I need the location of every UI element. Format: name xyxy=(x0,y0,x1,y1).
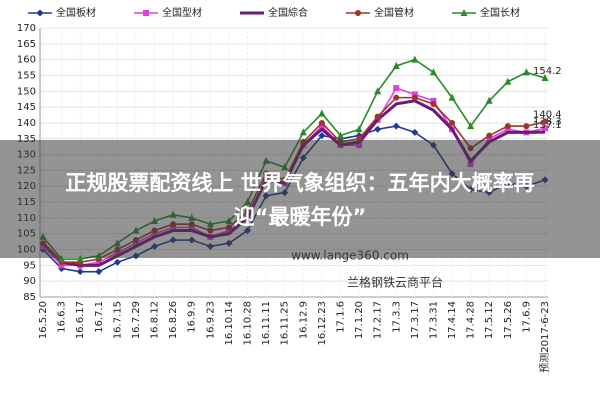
x-tick-label: 17.1.6 xyxy=(335,301,346,333)
x-tick-label: 预测2017-6-23 xyxy=(538,301,551,373)
point xyxy=(523,123,530,130)
point xyxy=(58,255,66,263)
y-tick-label: 90 xyxy=(23,276,36,287)
point xyxy=(143,10,149,16)
x-tick-label: 16.11.25 xyxy=(280,301,291,346)
point xyxy=(541,74,549,82)
legend-label: 全国綜合 xyxy=(268,6,308,19)
y-tick-label: 150 xyxy=(17,86,36,97)
x-tick-label: 17.3.17 xyxy=(410,301,421,339)
value-label: 140.4 xyxy=(533,110,562,121)
x-tick-label: 16.12.23 xyxy=(317,301,328,346)
y-tick-label: 160 xyxy=(17,55,36,66)
point xyxy=(374,125,382,133)
point xyxy=(486,132,493,139)
x-tick-label: 16.9.23 xyxy=(205,301,216,339)
point xyxy=(95,268,103,276)
x-tick-label: 16.9.9 xyxy=(187,301,198,333)
point xyxy=(486,135,493,142)
x-tick-label: 16.8.26 xyxy=(168,301,179,339)
point xyxy=(504,123,511,130)
point xyxy=(58,262,65,269)
point xyxy=(430,100,437,107)
point xyxy=(36,9,44,17)
y-tick-label: 155 xyxy=(17,70,36,81)
point xyxy=(393,94,400,101)
point xyxy=(411,55,419,63)
y-tick-label: 85 xyxy=(23,292,36,303)
x-tick-label: 17.6.9 xyxy=(521,301,532,333)
point xyxy=(504,126,511,133)
point xyxy=(318,132,326,140)
point xyxy=(504,77,512,85)
x-tick-label: 17.5.26 xyxy=(503,301,514,339)
x-tick-label: 16.7.29 xyxy=(131,301,142,339)
x-tick-label: 17.5.12 xyxy=(484,301,495,339)
point xyxy=(318,119,325,126)
point xyxy=(95,259,102,266)
headline: 正规股票配资线上 世界气象组织：五年内大概率再 xyxy=(65,171,534,195)
point xyxy=(392,122,400,130)
x-tick-label: 17.1.20 xyxy=(354,301,365,339)
x-tick-label: 17.4.28 xyxy=(466,301,477,339)
point xyxy=(393,85,400,92)
y-tick-label: 95 xyxy=(23,260,36,271)
point xyxy=(411,94,418,101)
point xyxy=(449,119,456,126)
point xyxy=(318,123,325,130)
point xyxy=(411,91,418,98)
headline: 迎“最暖年份” xyxy=(234,205,367,229)
point xyxy=(411,128,419,136)
point xyxy=(355,10,361,16)
legend-label: 全国型材 xyxy=(162,6,202,19)
x-tick-label: 16.7.15 xyxy=(112,301,123,339)
point xyxy=(374,113,381,120)
x-tick-label: 16.12.9 xyxy=(298,301,309,339)
point xyxy=(522,68,530,76)
banner xyxy=(0,140,600,258)
point xyxy=(448,93,456,101)
point xyxy=(460,9,468,16)
point xyxy=(113,258,121,266)
y-tick-label: 170 xyxy=(17,23,36,34)
x-tick-label: 16.6.17 xyxy=(75,301,86,339)
point xyxy=(76,268,84,276)
point xyxy=(336,131,344,139)
y-tick-label: 165 xyxy=(17,39,36,50)
point xyxy=(467,122,475,130)
x-tick-label: 16.11.11 xyxy=(261,301,272,346)
point xyxy=(429,68,437,76)
y-tick-label: 140 xyxy=(17,118,36,129)
legend-label: 全国管材 xyxy=(374,6,414,19)
point xyxy=(76,255,84,263)
point xyxy=(430,97,437,104)
x-tick-label: 16.6.3 xyxy=(57,301,68,333)
legend-label: 全国板材 xyxy=(56,6,96,19)
point xyxy=(485,96,493,104)
legend-label: 全国长材 xyxy=(480,6,520,19)
point xyxy=(299,128,307,136)
point xyxy=(318,109,326,117)
watermark: 兰格钢铁云商平台 xyxy=(347,275,443,290)
x-tick-label: 16.7.1 xyxy=(94,301,105,333)
point xyxy=(355,125,363,133)
x-tick-label: 17.3.31 xyxy=(428,301,439,339)
x-tick-label: 17.4.14 xyxy=(447,301,458,339)
x-tick-label: 16.8.12 xyxy=(150,301,161,339)
x-tick-label: 16.10.14 xyxy=(224,301,235,346)
point xyxy=(374,87,382,95)
point xyxy=(542,125,548,132)
value-label: 154.2 xyxy=(533,66,562,77)
value-label: 137.1 xyxy=(533,120,562,131)
x-tick-label: 17.3.3 xyxy=(391,301,402,333)
point xyxy=(392,61,400,69)
point xyxy=(542,118,548,125)
x-tick-label: 16.10.28 xyxy=(243,301,254,346)
x-tick-label: 16.5.20 xyxy=(38,301,49,339)
y-tick-label: 145 xyxy=(17,102,36,113)
y-tick-label: 135 xyxy=(17,134,36,145)
x-tick-label: 17.2.17 xyxy=(373,301,384,339)
